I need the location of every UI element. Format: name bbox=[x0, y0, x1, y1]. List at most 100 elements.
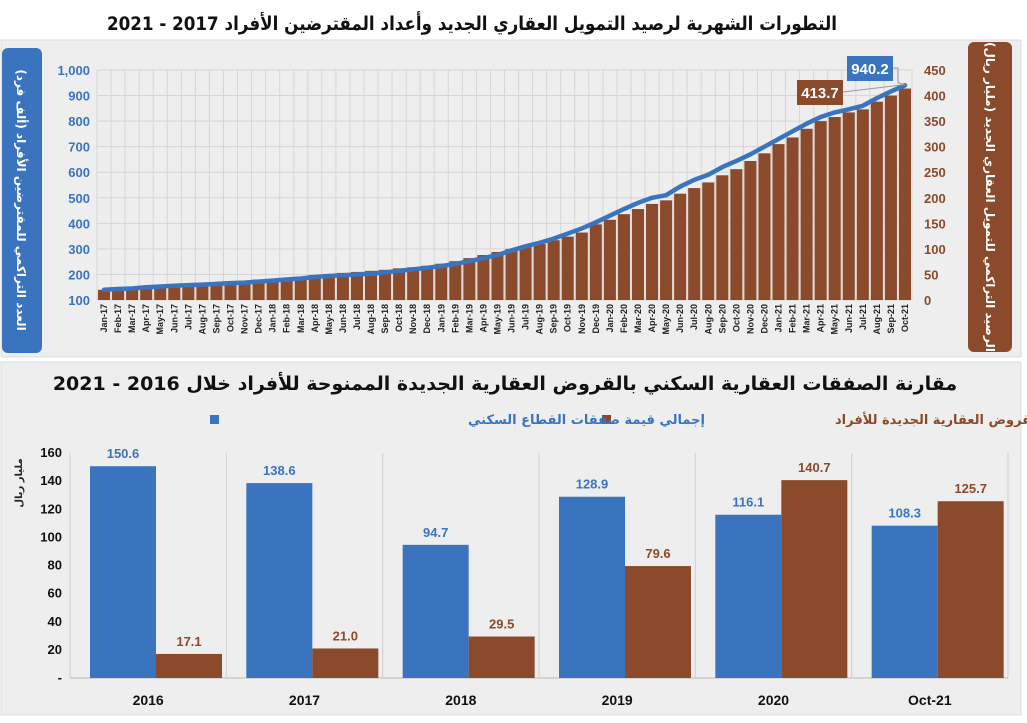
bar-2017-deals bbox=[246, 483, 313, 678]
right-axis-label-box bbox=[968, 42, 1012, 352]
leader-line bbox=[842, 84, 906, 93]
x-tick-label: Mar-18 bbox=[296, 304, 306, 333]
legend-swatch-blue bbox=[210, 415, 219, 424]
bar-Nov-19 bbox=[575, 232, 588, 300]
x-tick-label: Jun-20 bbox=[675, 304, 685, 333]
left-tick-label: 100 bbox=[68, 293, 90, 308]
y-tick-label: 120 bbox=[40, 501, 62, 516]
y-tick-label: 60 bbox=[48, 586, 62, 601]
bar-Dec-17 bbox=[252, 279, 265, 300]
x-tick-label: Oct-19 bbox=[563, 304, 573, 332]
x-tick-label: 2020 bbox=[758, 692, 789, 708]
x-tick-label: Sep-21 bbox=[886, 304, 896, 334]
bar-May-19 bbox=[491, 251, 504, 300]
right-tick-label: 0 bbox=[924, 293, 931, 308]
bar-Mar-21 bbox=[800, 128, 813, 300]
left-tick-label: 200 bbox=[68, 267, 90, 282]
x-tick-label: Nov-19 bbox=[577, 304, 587, 334]
x-tick-label: Apr-18 bbox=[310, 304, 320, 333]
y-tick-label: 20 bbox=[48, 642, 62, 657]
x-tick-label: Dec-19 bbox=[591, 304, 601, 334]
bar-Nov-20 bbox=[744, 160, 757, 300]
x-tick-label: Feb-17 bbox=[113, 304, 123, 333]
line-last-label-box bbox=[847, 56, 893, 81]
bar-May-17 bbox=[154, 285, 167, 300]
data-label: 79.6 bbox=[645, 546, 670, 561]
bar-Jun-21 bbox=[842, 112, 855, 300]
bottom-y-axis-label: مليار ريال bbox=[14, 458, 25, 507]
bar-Mar-18 bbox=[294, 277, 307, 300]
bar-Jan-18 bbox=[266, 279, 279, 300]
x-tick-label: Jul-17 bbox=[183, 304, 193, 330]
x-tick-label: Jul-18 bbox=[352, 304, 362, 330]
x-tick-label: Aug-19 bbox=[535, 304, 545, 335]
bar-Feb-17 bbox=[112, 288, 125, 300]
bar-2018-deals bbox=[402, 544, 469, 678]
data-label: 125.7 bbox=[954, 481, 987, 496]
x-tick-label: Jan-21 bbox=[774, 304, 784, 333]
x-tick-label: Sep-17 bbox=[211, 304, 221, 334]
left-tick-label: 300 bbox=[68, 242, 90, 257]
x-tick-label: Jun-17 bbox=[169, 304, 179, 333]
bar-2017-loans bbox=[312, 648, 379, 678]
bar-Oct-21-loans bbox=[937, 501, 1004, 678]
x-tick-label: Oct-17 bbox=[225, 304, 235, 332]
bar-2020-deals bbox=[715, 514, 782, 678]
legend-swatch-brown bbox=[602, 415, 611, 424]
data-label: 108.3 bbox=[888, 506, 921, 521]
x-tick-label: May-18 bbox=[324, 304, 334, 335]
line-series bbox=[101, 83, 908, 293]
bar-Jun-20 bbox=[674, 193, 687, 300]
x-tick-label: Aug-18 bbox=[366, 304, 376, 335]
bar-2019-loans bbox=[625, 566, 691, 678]
bar-Apr-21 bbox=[814, 121, 827, 300]
bar-Aug-21 bbox=[870, 101, 883, 300]
bar-2018-loans bbox=[468, 636, 535, 678]
x-tick-label: Nov-17 bbox=[240, 304, 250, 334]
right-tick-label: 450 bbox=[924, 63, 946, 78]
x-tick-label: Dec-18 bbox=[422, 304, 432, 334]
bar-Jul-21 bbox=[856, 109, 869, 300]
y-tick-label: 80 bbox=[48, 558, 62, 573]
x-tick-label: Jan-19 bbox=[436, 304, 446, 333]
legend-label-brown: القروض العقارية الجديدة للأفراد bbox=[835, 411, 1027, 428]
x-tick-label: Apr-19 bbox=[478, 304, 488, 333]
right-tick-label: 200 bbox=[924, 191, 946, 206]
data-label: 138.6 bbox=[263, 463, 296, 478]
bar-Sep-20 bbox=[716, 175, 729, 300]
x-tick-label: Aug-21 bbox=[872, 304, 882, 335]
x-tick-label: Oct-20 bbox=[731, 304, 741, 332]
bar-Feb-18 bbox=[280, 278, 293, 300]
left-tick-label: 900 bbox=[68, 89, 90, 104]
bar-Jun-17 bbox=[168, 285, 181, 300]
bar-2019-deals bbox=[559, 496, 625, 678]
bar-Oct-21-deals bbox=[871, 525, 938, 678]
x-tick-label: Jun-21 bbox=[844, 304, 854, 333]
x-tick-label: Jul-20 bbox=[689, 304, 699, 330]
right-axis-label: الرصيد التراكمي للتمويل العقاري الجديد (… bbox=[982, 42, 997, 352]
bar-Jan-20 bbox=[603, 219, 616, 300]
left-axis-label-box bbox=[2, 48, 42, 353]
right-tick-label: 350 bbox=[924, 114, 946, 129]
data-label: 128.9 bbox=[576, 477, 609, 492]
bar-Jul-18 bbox=[350, 271, 363, 300]
x-tick-label: Jan-17 bbox=[99, 304, 109, 333]
bar-last-label-box bbox=[797, 80, 843, 105]
bar-last-label: 413.7 bbox=[801, 85, 839, 102]
bar-Nov-17 bbox=[238, 281, 251, 300]
bar-Jan-19 bbox=[435, 263, 448, 300]
bar-Aug-19 bbox=[533, 243, 546, 300]
left-tick-label: 1,000 bbox=[57, 63, 90, 78]
bar-May-21 bbox=[828, 117, 841, 301]
y-tick-label: 40 bbox=[48, 614, 62, 629]
leader-line bbox=[893, 67, 906, 86]
x-tick-label: Mar-21 bbox=[802, 304, 812, 333]
data-label: 140.7 bbox=[798, 460, 831, 475]
y-tick-label: 160 bbox=[40, 445, 62, 460]
left-tick-label: 800 bbox=[68, 114, 90, 129]
x-tick-label: Apr-21 bbox=[816, 304, 826, 333]
bar-Jul-20 bbox=[688, 188, 701, 300]
bar-Oct-20 bbox=[730, 169, 743, 300]
bar-Jan-17 bbox=[98, 289, 111, 300]
